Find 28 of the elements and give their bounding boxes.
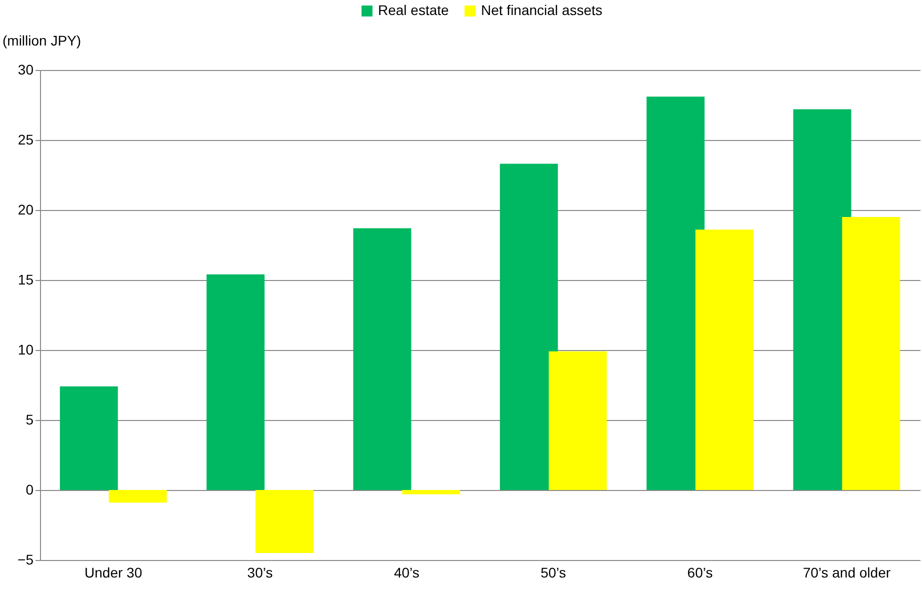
- x-tick-label: 60’s: [687, 564, 713, 580]
- legend-label: Real estate: [378, 2, 450, 18]
- y-tick-label: 5: [26, 412, 34, 428]
- bar: [108, 490, 167, 503]
- bar: [255, 490, 314, 553]
- bar: [842, 217, 900, 490]
- y-tick-label: 10: [18, 342, 34, 358]
- bar: [402, 490, 460, 494]
- y-tick-label: 30: [18, 62, 34, 78]
- bar: [500, 164, 558, 490]
- y-axis-title: (million JPY): [2, 32, 82, 48]
- bar: [548, 351, 607, 490]
- x-tick-label: 40’s: [394, 564, 420, 580]
- bar: [353, 228, 412, 490]
- y-tick-label: 25: [18, 132, 34, 148]
- bar: [646, 96, 705, 490]
- legend-label: Net financial assets: [481, 2, 602, 18]
- y-tick-label: −5: [18, 552, 34, 568]
- x-tick-label: 50’s: [540, 564, 566, 580]
- bar: [206, 274, 265, 490]
- y-tick-label: 20: [18, 202, 34, 218]
- x-tick-label: 30’s: [247, 564, 273, 580]
- y-tick-label: 0: [26, 482, 34, 498]
- x-tick-label: Under 30: [84, 564, 142, 580]
- bar: [60, 386, 118, 490]
- y-tick-label: 15: [18, 272, 34, 288]
- bar: [695, 230, 754, 490]
- x-tick-label: 70’s and older: [802, 564, 891, 580]
